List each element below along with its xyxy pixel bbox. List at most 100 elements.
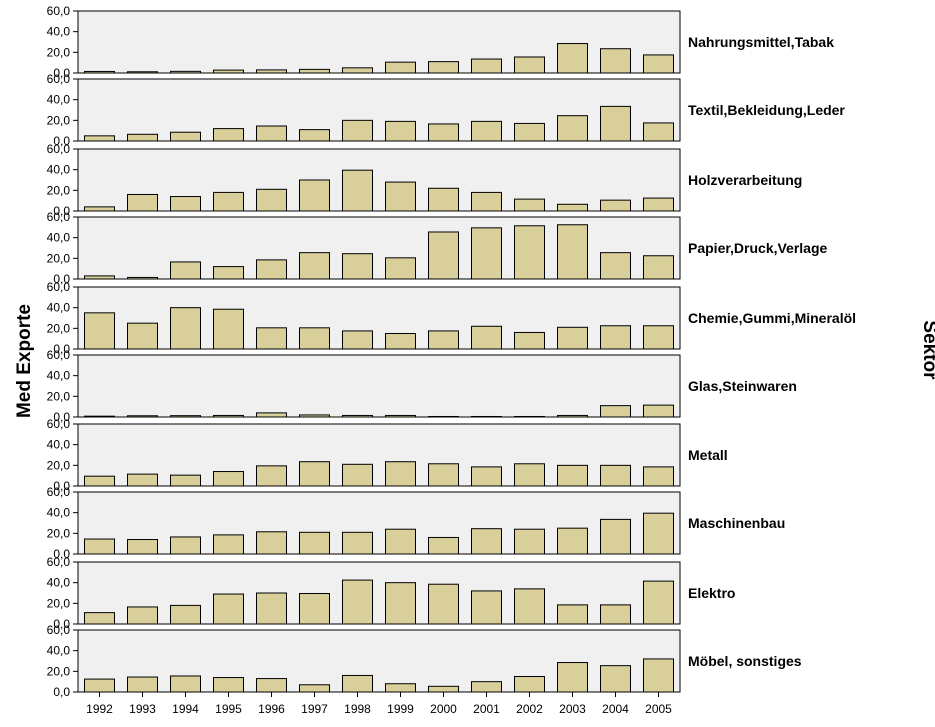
x-tick-label: 1997 [301, 702, 328, 716]
panel-background [77, 491, 681, 555]
bar [600, 665, 631, 693]
panel-background [77, 216, 681, 280]
bar [213, 69, 244, 74]
facet-label: Elektro [688, 585, 735, 601]
y-tick-label: 0,0 [53, 685, 70, 699]
bar [600, 604, 631, 625]
panel-background [77, 423, 681, 487]
y-tick-label: 60,0 [47, 280, 71, 294]
bar [170, 196, 201, 212]
bar [471, 325, 502, 350]
y-tick-label: 40,0 [47, 301, 71, 315]
y-tick-label: 20,0 [47, 389, 71, 403]
y-tick-label: 60,0 [47, 417, 71, 431]
bar [514, 225, 545, 280]
bar [600, 105, 631, 142]
facet-label: Textil,Bekleidung,Leder [688, 102, 845, 118]
bar [428, 463, 459, 487]
y-tick-label: 60,0 [47, 555, 71, 569]
x-tick-label: 2001 [473, 702, 500, 716]
bar [643, 197, 674, 212]
y-tick-label: 20,0 [47, 45, 71, 59]
panel-8: 0,0 20,0 40,0 60,0 Elektro [47, 555, 736, 631]
x-tick-label: 1993 [129, 702, 156, 716]
bar [557, 527, 588, 555]
bar [256, 592, 287, 625]
bar [170, 307, 201, 350]
panel-1: 0,0 20,0 40,0 60,0 Textil,Bekleidung,Leder [47, 72, 846, 148]
panel-background [77, 148, 681, 212]
y-tick-label: 60,0 [47, 623, 71, 637]
y-tick-label: 40,0 [47, 438, 71, 452]
y-tick-label: 40,0 [47, 93, 71, 107]
bar [600, 518, 631, 555]
bar [514, 122, 545, 142]
bar [643, 255, 674, 280]
bar [557, 464, 588, 487]
bar [643, 466, 674, 487]
bar [514, 528, 545, 555]
panel-3: 0,0 20,0 40,0 60,0 Papier,Druck,Verlage [47, 210, 828, 286]
bar [428, 187, 459, 212]
bar [600, 252, 631, 280]
bar [643, 512, 674, 555]
x-axis: 1992 1993 1994 1995 1996 1997 1998 1999 2000 2001… [86, 692, 672, 716]
bar [84, 612, 115, 625]
y-tick-label: 20,0 [47, 596, 71, 610]
y-tick-label: 60,0 [47, 348, 71, 362]
panel-9: 0,0 20,0 40,0 60,0 Möbel, sonstiges [47, 623, 802, 699]
bar [471, 590, 502, 625]
bar [600, 405, 631, 418]
facet-label: Nahrungsmittel,Tabak [688, 34, 834, 50]
bar [428, 231, 459, 280]
y-tick-label: 20,0 [47, 321, 71, 335]
x-tick-label: 1998 [344, 702, 371, 716]
x-tick-label: 1999 [387, 702, 414, 716]
bar [127, 322, 158, 350]
bar [342, 414, 373, 418]
bar [643, 580, 674, 625]
bar [557, 203, 588, 212]
panel-5: 0,0 20,0 40,0 60,0 Glas,Steinwaren [47, 348, 797, 424]
facet-label: Möbel, sonstiges [688, 653, 802, 669]
bar [299, 593, 330, 625]
bar [385, 181, 416, 212]
panel-background [77, 78, 681, 142]
x-tick-label: 2005 [645, 702, 672, 716]
bar [170, 131, 201, 142]
bar [299, 252, 330, 280]
x-tick-label: 2000 [430, 702, 457, 716]
bar [170, 70, 201, 74]
bar [471, 58, 502, 74]
bar [84, 135, 115, 142]
bar [342, 579, 373, 625]
bar [471, 191, 502, 212]
bar [600, 325, 631, 350]
bar [299, 129, 330, 142]
bar [514, 415, 545, 418]
facet-label: Maschinenbau [688, 515, 785, 531]
bar [84, 275, 115, 280]
bar [84, 538, 115, 555]
bar [84, 206, 115, 212]
y-tick-label: 20,0 [47, 664, 71, 678]
y-tick-label: 0,0 [53, 272, 70, 286]
facet-label: Glas,Steinwaren [688, 378, 797, 394]
facet-label: Papier,Druck,Verlage [688, 240, 828, 256]
bar [256, 327, 287, 350]
y-tick-label: 0,0 [53, 547, 70, 561]
y-tick-label: 40,0 [47, 25, 71, 39]
bar [643, 122, 674, 142]
bar [213, 593, 244, 625]
bar [299, 327, 330, 350]
bar [256, 69, 287, 74]
bar [557, 604, 588, 625]
bar [256, 125, 287, 142]
x-tick-label: 1994 [172, 702, 199, 716]
bar [428, 415, 459, 418]
bar [557, 326, 588, 350]
y-tick-label: 60,0 [47, 72, 71, 86]
x-tick-label: 2002 [516, 702, 543, 716]
bar [84, 475, 115, 487]
